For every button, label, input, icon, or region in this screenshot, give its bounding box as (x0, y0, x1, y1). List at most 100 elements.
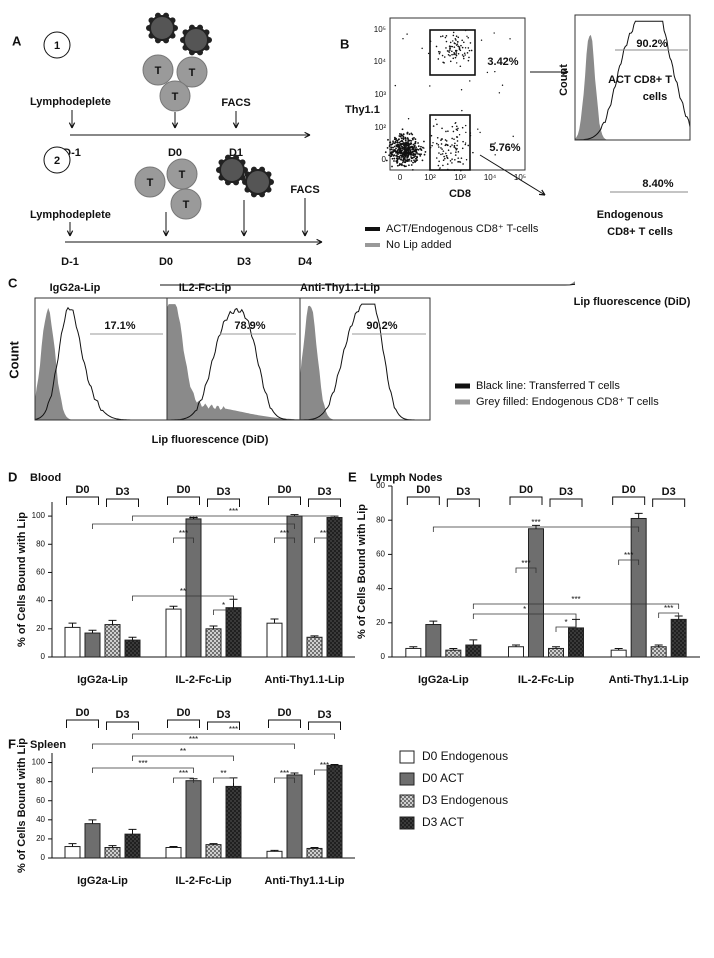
dot (463, 41, 465, 44)
dot (461, 126, 464, 129)
dot (468, 49, 471, 52)
error-bar (614, 647, 623, 651)
dot (388, 154, 391, 157)
dot (498, 92, 501, 94)
error-bar (88, 819, 97, 824)
dot (445, 47, 447, 49)
dot (442, 164, 444, 167)
timepoint-bracket (652, 498, 686, 507)
dot (404, 139, 407, 142)
dot (456, 129, 459, 131)
y-axis-label: % of Cells Bound with Lip (16, 738, 28, 873)
significance-line (92, 743, 295, 749)
dot (440, 139, 442, 142)
error-bar (330, 763, 339, 766)
bar (104, 847, 121, 859)
significance-line (173, 777, 194, 783)
dot (409, 143, 412, 145)
tick-label: 10⁵ (514, 173, 526, 182)
dot (439, 167, 441, 169)
dot (417, 142, 419, 144)
dot (398, 133, 401, 135)
dot (410, 164, 413, 166)
dot (403, 165, 406, 168)
significance-label: *** (664, 604, 673, 613)
axis-label: Lip fluorescence (DiD) (152, 434, 269, 446)
dot (469, 80, 471, 82)
bar (225, 785, 242, 859)
dot (455, 49, 458, 52)
dot (430, 134, 433, 137)
error-bar (270, 849, 279, 852)
y-tick-label: 20 (376, 618, 385, 627)
dot (414, 138, 417, 141)
dot (394, 140, 397, 143)
significance-line (132, 733, 335, 739)
dot (451, 125, 454, 128)
dot (410, 160, 413, 162)
error-bar (310, 635, 319, 638)
panel-letter: C (8, 275, 18, 290)
dot (461, 54, 464, 56)
dot (424, 151, 427, 153)
significance-label: ** (180, 587, 186, 596)
significance-line (314, 537, 335, 543)
timepoint-label: D3 (115, 486, 129, 498)
legend-label: ACT/Endogenous CD8⁺ T-cells (386, 223, 539, 235)
dot (468, 56, 470, 59)
dot (415, 152, 418, 154)
bar (568, 627, 584, 658)
y-tick-label: 40 (36, 815, 45, 824)
dot (455, 44, 458, 46)
arrow-head (66, 230, 74, 237)
legend-swatch (399, 772, 415, 786)
histogram-line (160, 283, 576, 286)
x-tick-label: IgG2a-Lip (77, 674, 128, 686)
dot (453, 138, 455, 140)
dot (402, 152, 405, 155)
dot (418, 153, 421, 156)
dot (460, 89, 463, 91)
day-label: D-1 (61, 256, 79, 268)
dot (447, 130, 449, 132)
y-tick-label: 20 (36, 624, 45, 633)
timepoint-bracket (106, 721, 139, 730)
dot (408, 148, 411, 150)
dot (440, 153, 442, 156)
dot (452, 34, 455, 37)
dot (459, 161, 462, 163)
dot (399, 142, 402, 145)
dot (393, 154, 396, 157)
x-tick-label: IgG2a-Lip (418, 674, 469, 686)
arrow (479, 154, 546, 196)
dot (451, 162, 453, 164)
dot (449, 41, 452, 44)
significance-label: *** (531, 518, 540, 527)
dot (427, 52, 430, 55)
dot (454, 154, 457, 156)
y-tick-label: 40 (376, 584, 385, 593)
dot (402, 133, 405, 136)
step-number: 2 (54, 155, 60, 167)
dot (399, 135, 402, 138)
dot (393, 145, 396, 148)
dot (443, 155, 445, 158)
dot (438, 160, 440, 163)
dot (450, 152, 452, 154)
dot (446, 163, 449, 165)
t-cell (166, 158, 198, 190)
dot (406, 155, 409, 158)
step-circle (43, 31, 71, 59)
error-bar (209, 843, 218, 845)
timepoint-label: D0 (176, 707, 190, 719)
timepoint-bracket (549, 498, 583, 507)
significance-line (92, 767, 194, 773)
dot (423, 153, 426, 156)
panel-letter: E (348, 469, 357, 484)
dot (390, 153, 393, 156)
bar (64, 626, 81, 658)
timepoint-label: D0 (519, 484, 533, 496)
dot (401, 140, 404, 143)
arrow-head (162, 230, 170, 237)
timepoint-bracket (308, 498, 341, 507)
